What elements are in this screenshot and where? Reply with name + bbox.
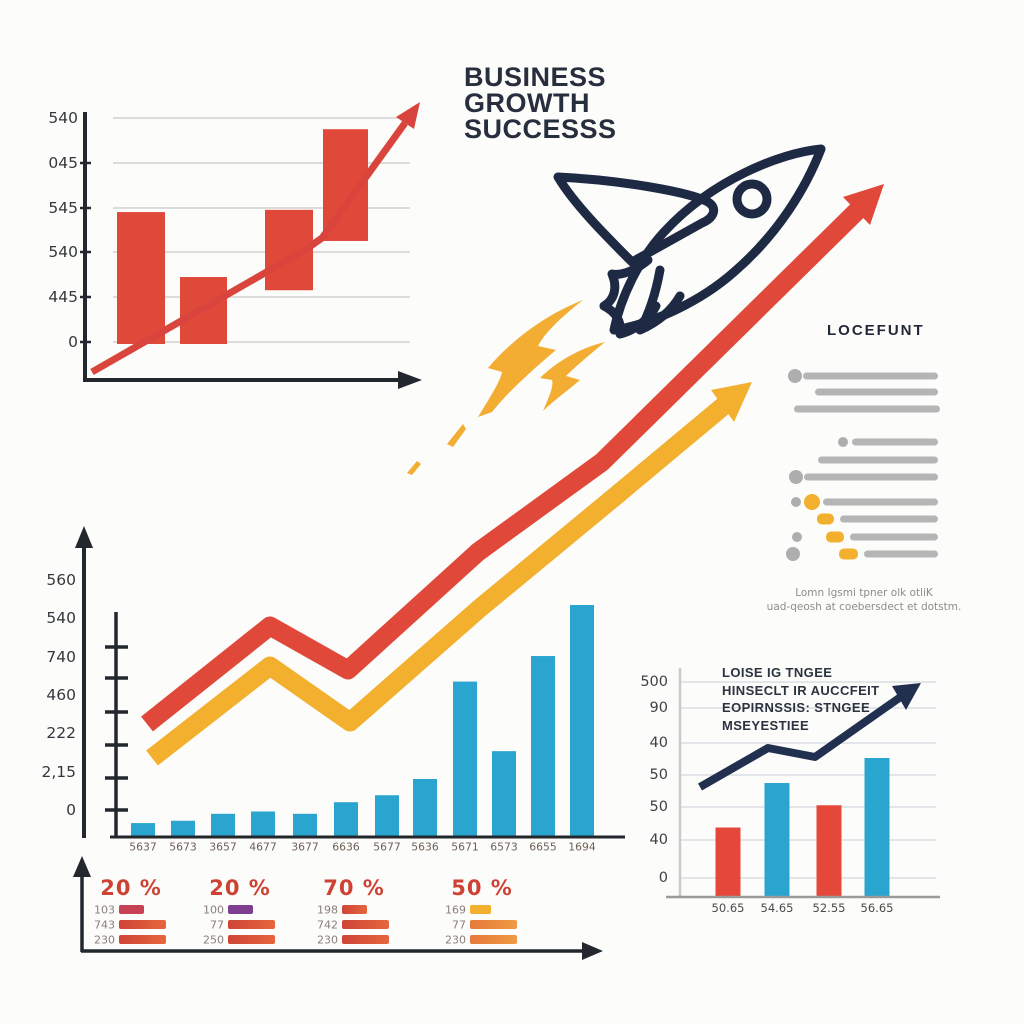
legend-caption: Lomn Igsmi tpner olk otliK uad-qeosh at … — [755, 586, 973, 614]
annotation-line-4: MSEYESTIEE — [722, 717, 810, 733]
big-yellow-arrow — [146, 382, 752, 766]
legend-caption-line-1: Lomn Igsmi tpner olk otliK — [795, 587, 933, 599]
page-title: BUSINESS GROWTH SUCCESSS — [464, 62, 617, 144]
legend-title: LOCEFUNT — [827, 322, 925, 339]
legend-caption-line-2: uad-qeosh at coebersdect et dotstm. — [766, 601, 962, 613]
annotation-line-2: HINSECLT IR AUCCFEIT — [722, 682, 880, 698]
title-line-3: SUCCESSS — [464, 114, 617, 144]
bottomright-annotation: LOISE IG TNGEE HINSECLT IR AUCCFEIT EOPI… — [722, 664, 880, 734]
stat-group-bars — [119, 905, 517, 944]
title-line-2: GROWTH — [464, 88, 590, 118]
title-line-1: BUSINESS — [464, 62, 607, 92]
annotation-line-1: LOISE IG TNGEE — [722, 665, 833, 680]
annotation-line-3: EOPIRNSSIS: STNGEE — [722, 700, 871, 715]
bottomright-line-arrow — [698, 683, 921, 791]
center-chart-axes — [75, 526, 625, 839]
rocket-icon — [553, 144, 826, 339]
bottomright-chart-axes — [666, 668, 940, 899]
big-red-arrow — [141, 184, 884, 732]
center-chart-bars — [131, 605, 594, 837]
legend-rows-graphics — [786, 369, 940, 561]
stats-axes — [73, 856, 603, 960]
rocket-flame-icon — [407, 300, 605, 475]
topleft-chart-bars — [117, 129, 368, 344]
topleft-trend-arrow — [90, 102, 420, 376]
topleft-chart-axes — [80, 112, 422, 389]
bottomright-chart-bars — [715, 758, 890, 897]
